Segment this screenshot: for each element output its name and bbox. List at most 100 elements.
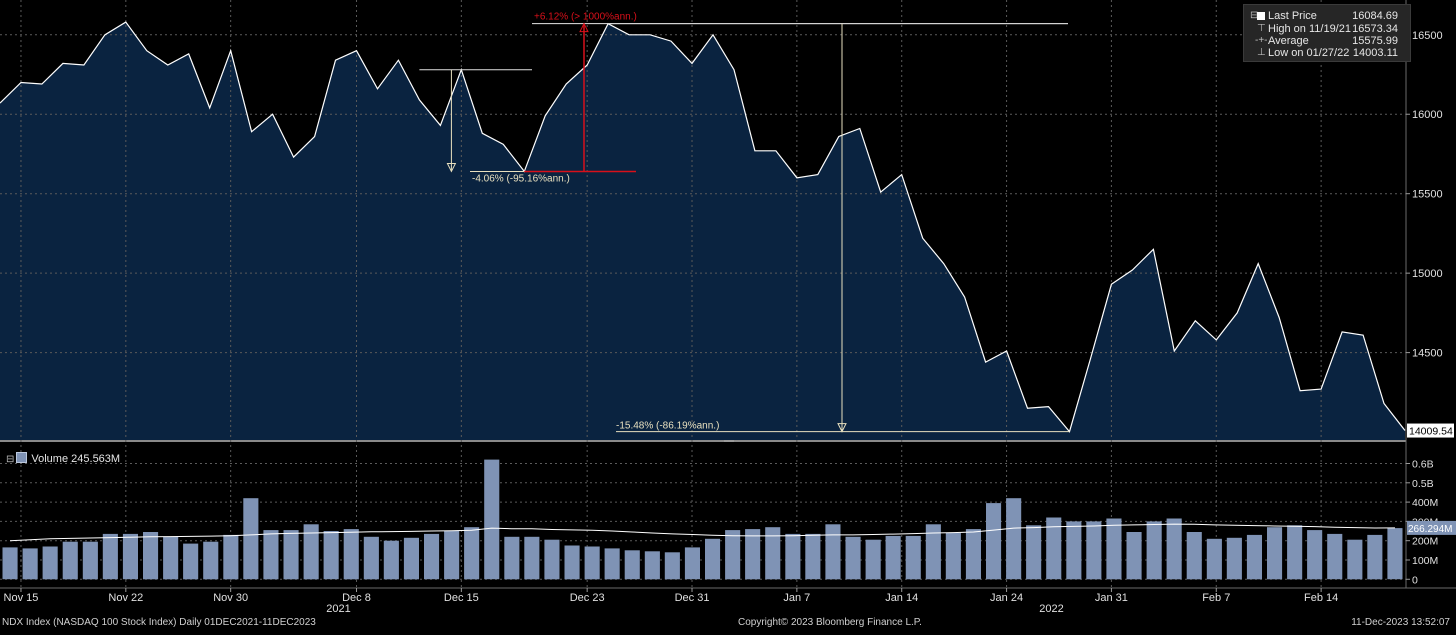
annotation-arrow-icon [446,162,457,173]
price-line [0,21,1406,433]
volume-bar [644,551,660,580]
price-annotation: -4.06% (-95.16%ann.) [419,69,570,184]
volume-bar [1006,498,1022,580]
x-axis-year-label: 2022 [1039,603,1063,615]
last-price-box [1407,423,1454,438]
volume-swatch [16,452,28,463]
collapse-icon[interactable]: ⊟ [1250,10,1259,21]
volume-bar [343,529,359,580]
volume-bar [62,541,78,580]
volume-bar [122,533,138,580]
price-axis-label: 16000 [1412,109,1443,121]
volume-bar [223,534,239,580]
volume-bar [925,524,941,580]
volume-bar [604,548,620,580]
volume-bar [905,535,921,580]
volume-bar [303,524,319,580]
volume-bar [263,530,279,580]
volume-bar [1347,539,1363,580]
volume-axis-label: 0 [1412,574,1418,586]
volume-bar [1046,517,1062,580]
volume-bar [865,539,881,580]
volume-axis-label: 100M [1412,555,1438,567]
price-legend[interactable]: ⊟ Last Price 16084.69 ⊤ High on 11/19/21… [1243,4,1411,62]
volume-bar [1206,538,1222,580]
volume-bar [1026,525,1042,580]
volume-bar [684,547,700,580]
x-axis-label: Nov 30 [213,592,248,604]
legend-average: -+- Average 15575.99 [1255,35,1398,47]
x-axis-label: Feb 14 [1304,592,1338,604]
volume-axis-label: 0.6B [1412,459,1434,471]
volume-moving-average-line [9,523,1396,542]
volume-bar [544,539,560,580]
price-axis-label: 15500 [1412,189,1443,201]
volume-bar [1267,527,1283,580]
last-price-label: 14009.54 [1409,426,1453,438]
volume-bar [825,524,841,580]
x-axis-label: Dec 31 [675,592,710,604]
volume-bar [1287,525,1303,580]
volume-bar [745,529,761,580]
x-axis-label: Feb 7 [1202,592,1230,604]
volume-bar [1246,534,1262,580]
x-axis-label: Jan 24 [990,592,1023,604]
volume-bar [504,536,520,580]
volume-bar [2,547,18,580]
volume-bar [986,503,1002,580]
volume-bar [163,536,179,580]
volume-bar [383,540,399,580]
volume-bar [1387,528,1403,580]
volume-bar [1327,533,1343,580]
volume-bar [143,532,159,580]
price-axis-label: 16500 [1412,30,1443,42]
volume-bar [664,552,680,580]
last-volume-box [1407,520,1456,535]
x-axis-label: Nov 15 [4,592,39,604]
volume-bar [424,533,440,580]
volume-bar [464,527,480,580]
low-marker-icon: ⊥ [1257,47,1266,58]
x-axis-label: Jan 7 [783,592,810,604]
volume-bar [42,546,58,580]
last-volume-label: 266.294M [1408,524,1452,535]
x-axis-year-label: 2021 [326,603,350,615]
annotation-arrow-icon [579,22,589,33]
volume-bar [1307,530,1323,580]
price-axis-label: 15000 [1412,268,1443,280]
volume-bar [584,546,600,580]
footer-copyright: Copyright© 2023 Bloomberg Finance L.P. [738,617,922,628]
volume-bar [323,531,339,580]
legend-last-price: ⊟ Last Price 16084.69 [1250,10,1398,22]
high-marker-icon: ⊤ [1257,23,1266,34]
volume-bar [524,536,540,580]
volume-bar [363,536,379,580]
x-axis-label: Jan 31 [1095,592,1128,604]
volume-bar [965,529,981,580]
volume-bar [1126,532,1142,580]
volume-bar [82,541,98,580]
volume-bars [2,459,1403,580]
volume-legend[interactable]: ⊟ Volume 245.563M [6,452,121,465]
collapse-icon[interactable]: ⊟ [6,454,15,465]
volume-bar [183,543,199,580]
footer-timestamp: 11-Dec-2023 13:52:07 [1351,617,1450,628]
volume-bar [1186,532,1202,580]
annotation-label: -15.48% (-86.19%ann.) [616,421,719,432]
x-axis-label: Dec 23 [570,592,605,604]
footer-security: NDX Index (NASDAQ 100 Stock Index) Daily… [2,617,316,628]
volume-bar [1066,521,1082,580]
volume-bar [1106,518,1122,580]
average-marker-icon: -+- [1255,35,1268,46]
volume-bar [1166,518,1182,580]
volume-bar [765,527,781,580]
volume-axis-label: 0.5B [1412,478,1434,490]
volume-bar [283,530,299,580]
volume-bar [1086,521,1102,580]
volume-bar [1226,537,1242,580]
volume-bar [624,550,640,580]
volume-bar [845,536,861,580]
volume-bar [444,531,460,580]
